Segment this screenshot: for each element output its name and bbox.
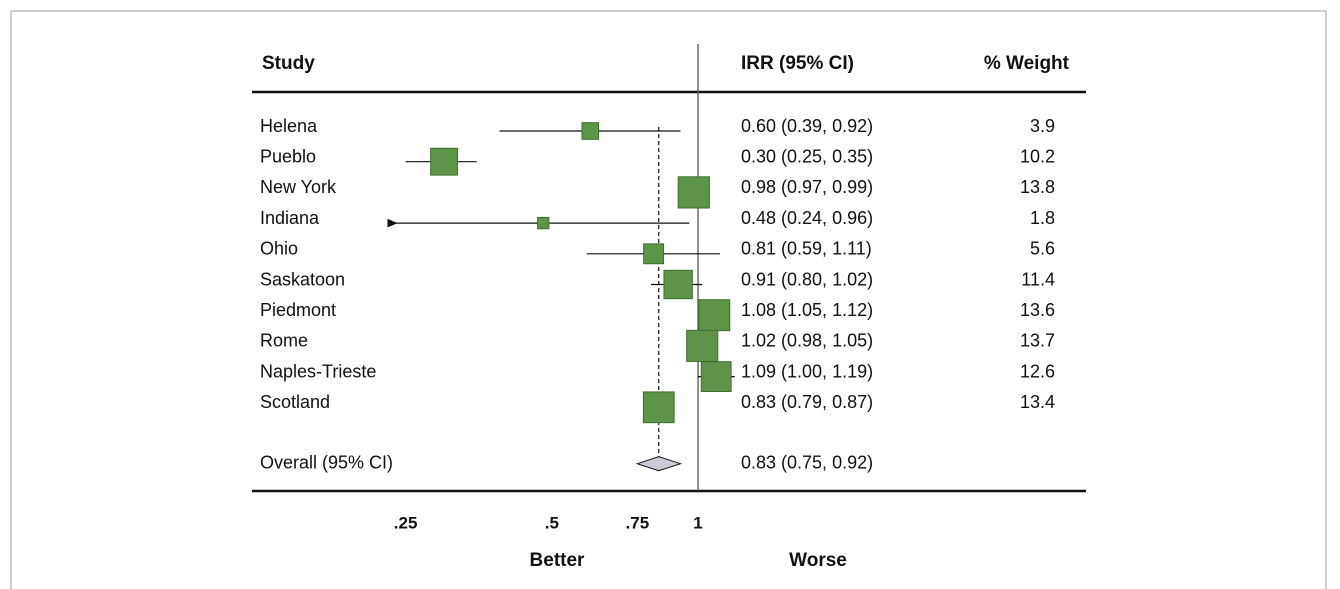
overall-diamond [635, 456, 683, 472]
x-tick-label: .25 [394, 513, 418, 532]
weight-label: 13.7 [1020, 331, 1055, 351]
overall-estimate-label: 0.83 (0.75, 0.92) [741, 452, 873, 472]
x-tick-label: .5 [545, 513, 559, 532]
estimate-label: 0.98 (0.97, 0.99) [741, 177, 873, 197]
x-tick-label: .75 [626, 513, 650, 532]
weight-label: 10.2 [1020, 146, 1055, 166]
estimate-square [642, 391, 675, 424]
estimate-square [698, 299, 731, 332]
frame [10, 10, 1327, 589]
estimate-label: 1.08 (1.05, 1.12) [741, 300, 873, 320]
overall-label: Overall (95% CI) [260, 452, 393, 472]
weight-label: 12.6 [1020, 361, 1055, 381]
estimate-square [430, 147, 458, 176]
estimate-label: 0.81 (0.59, 1.11) [741, 239, 872, 259]
weight-label: 11.4 [1021, 269, 1055, 289]
weight-label: 3.9 [1030, 116, 1055, 136]
estimate-label: 0.83 (0.79, 0.87) [741, 392, 873, 412]
study-label: Rome [260, 331, 308, 351]
estimate-label: 0.30 (0.25, 0.35) [741, 146, 873, 166]
estimate-square [677, 176, 710, 209]
column-header: IRR (95% CI) [741, 53, 854, 74]
study-label: New York [260, 177, 337, 197]
estimate-label: 1.02 (0.98, 1.05) [741, 331, 873, 351]
weight-label: 13.6 [1020, 300, 1055, 320]
study-label: Naples-Trieste [260, 361, 376, 381]
estimate-square [686, 329, 719, 362]
estimate-label: 0.91 (0.80, 1.02) [741, 269, 873, 289]
weight-label: 1.8 [1030, 208, 1055, 228]
study-label: Helena [260, 116, 318, 136]
study-label: Piedmont [260, 300, 336, 320]
estimate-label: 0.60 (0.39, 0.92) [741, 116, 873, 136]
estimate-square [663, 269, 693, 300]
weight-label: 13.4 [1020, 392, 1055, 412]
estimate-square [537, 216, 550, 230]
study-label: Scotland [260, 392, 330, 412]
weight-label: 5.6 [1030, 239, 1055, 259]
annotation: Worse [789, 550, 847, 571]
x-tick-label: 1 [693, 513, 702, 532]
study-label: Saskatoon [260, 269, 345, 289]
study-label: Pueblo [260, 146, 316, 166]
estimate-label: 1.09 (1.00, 1.19) [741, 361, 873, 381]
weight-label: 13.8 [1020, 177, 1055, 197]
study-label: Ohio [260, 239, 298, 259]
estimate-square [700, 361, 732, 393]
estimate-square [581, 122, 600, 140]
column-header: % Weight [984, 53, 1070, 74]
estimate-label: 0.48 (0.24, 0.96) [741, 208, 873, 228]
estimate-square [643, 243, 665, 265]
column-header: Study [262, 53, 315, 74]
study-label: Indiana [260, 208, 320, 228]
annotation: Better [530, 550, 586, 571]
